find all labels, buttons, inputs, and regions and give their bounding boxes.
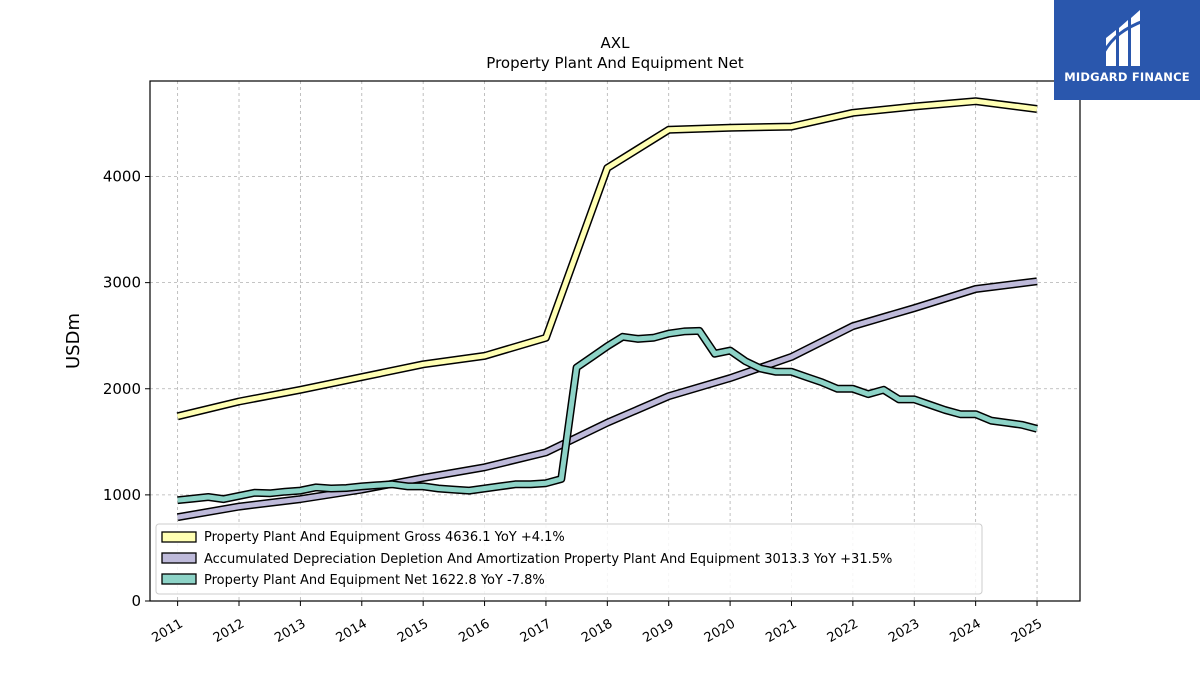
x-tick-label: 2012 — [211, 616, 247, 646]
series-lines — [176, 97, 1039, 522]
x-tick-label: 2018 — [579, 616, 615, 646]
x-tick-label: 2015 — [395, 616, 431, 646]
series-line-1 — [177, 278, 1038, 520]
legend-swatch-net — [161, 573, 197, 585]
legend: Property Plant And Equipment Gross 4636.… — [155, 523, 983, 595]
x-tick-label: 2022 — [825, 616, 861, 646]
legend-label-net: Property Plant And Equipment Net 1622.8 … — [204, 573, 545, 588]
x-axis-ticks: 2011 2012 2013 2014 2015 2016 2017 2018 2019 2020… — [149, 601, 1045, 646]
chart-subtitle: Property Plant And Equipment Net — [486, 54, 743, 72]
x-tick-label: 2014 — [334, 616, 370, 646]
y-tick-label: 0 — [131, 592, 141, 610]
y-tick-label: 2000 — [103, 380, 141, 398]
logo-text: MIDGARD FINANCE — [1064, 70, 1190, 84]
series-outline-2 — [177, 326, 1039, 505]
y-axis-label: USDm — [63, 313, 84, 369]
x-tick-label: 2021 — [763, 616, 799, 646]
legend-label-gross: Property Plant And Equipment Gross 4636.… — [204, 530, 565, 545]
legend-swatch-gross — [161, 531, 197, 543]
x-tick-label: 2017 — [518, 616, 554, 646]
y-tick-label: 4000 — [103, 168, 141, 186]
x-tick-label: 2016 — [456, 616, 492, 646]
x-tick-label: 2024 — [947, 616, 983, 646]
legend-label-depreciation: Accumulated Depreciation Depletion And A… — [204, 552, 892, 567]
y-axis-ticks: 0 1000 2000 3000 4000 — [103, 168, 150, 610]
series-line-2 — [177, 328, 1038, 503]
x-tick-label: 2025 — [1009, 616, 1045, 646]
legend-swatch-depreciation — [161, 552, 197, 564]
y-tick-label: 3000 — [103, 274, 141, 292]
midgard-logo-icon — [1102, 10, 1147, 66]
x-tick-label: 2020 — [702, 616, 738, 646]
x-tick-label: 2011 — [149, 616, 185, 646]
chart-title: AXL — [601, 34, 631, 52]
x-tick-label: 2013 — [272, 616, 308, 646]
legend-box — [155, 523, 983, 595]
x-tick-label: 2019 — [641, 616, 677, 646]
grid — [150, 81, 1080, 601]
plot-frame — [149, 80, 1081, 602]
brand-logo: MIDGARD FINANCE — [1054, 0, 1200, 100]
x-tick-label: 2023 — [886, 616, 922, 646]
y-tick-label: 1000 — [103, 486, 141, 504]
series-line-0 — [177, 98, 1038, 419]
